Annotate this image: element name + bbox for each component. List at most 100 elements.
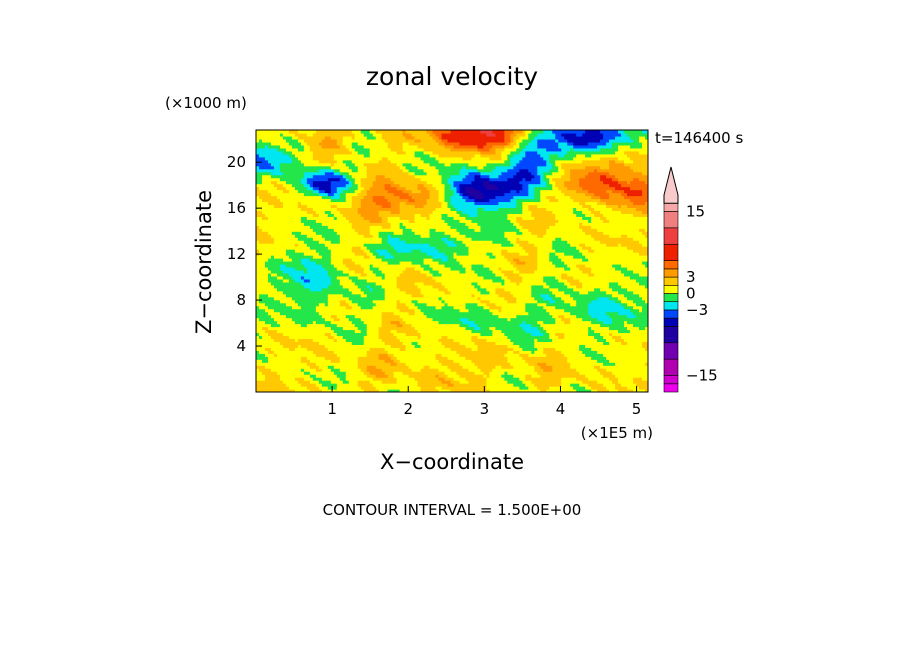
contour-cell: [351, 201, 362, 206]
contour-cell: [456, 237, 473, 241]
contour-cell: [414, 198, 428, 203]
contour-cell: [480, 326, 491, 331]
contour-cell: [486, 374, 490, 378]
contour-cell: [378, 335, 398, 340]
contour-cell: [318, 186, 332, 191]
contour-cell: [633, 269, 648, 274]
contour-cell: [303, 162, 332, 167]
contour-cell: [561, 272, 568, 277]
contour-cell: [588, 272, 595, 277]
contour-cell: [297, 344, 302, 348]
contour-cell: [273, 284, 305, 289]
contour-cell: [396, 323, 404, 328]
contour-cell: [348, 275, 359, 280]
contour-cell: [369, 263, 374, 268]
contour-cell: [450, 186, 458, 191]
contour-cell: [603, 231, 643, 235]
contour-cell: [585, 263, 613, 268]
contour-cell: [624, 159, 634, 164]
contour-cell: [477, 323, 520, 328]
contour-cell: [378, 332, 395, 337]
contour-cell: [588, 258, 648, 262]
contour-cell: [537, 258, 550, 262]
contour-cell: [420, 287, 440, 292]
contour-cell: [420, 177, 443, 182]
contour-cell: [579, 290, 589, 295]
contour-cell: [594, 249, 634, 253]
contour-cell: [399, 207, 437, 211]
contour-cell: [492, 368, 535, 372]
contour-cell: [363, 249, 371, 253]
contour-cell: [465, 326, 476, 331]
colorbar-swatch: [663, 326, 679, 344]
contour-cell: [330, 368, 341, 372]
contour-cell: [258, 350, 269, 354]
contour-cell: [291, 305, 302, 310]
contour-cell: [441, 132, 488, 137]
contour-interval-note: CONTOUR INTERVAL = 1.500E+00: [323, 501, 582, 519]
contour-cell: [396, 281, 416, 286]
contour-cell: [612, 371, 648, 375]
contour-cell: [291, 144, 305, 149]
contour-cell: [282, 183, 293, 188]
contour-cell: [390, 362, 398, 366]
contour-cell: [256, 368, 260, 372]
colorbar-swatch: [663, 342, 679, 360]
contour-cell: [390, 320, 401, 325]
contour-cell: [360, 317, 383, 322]
contour-cell: [480, 174, 491, 179]
contour-cell: [471, 219, 511, 223]
contour-cell: [510, 338, 535, 342]
contour-cell: [525, 261, 538, 265]
contour-cell: [345, 174, 353, 179]
contour-cell: [579, 266, 592, 271]
contour-cell: [270, 192, 305, 197]
contour-cell: [256, 332, 260, 337]
contour-cell: [501, 252, 520, 256]
contour-cell: [447, 201, 452, 206]
contour-cell: [528, 386, 538, 390]
contour-cell: [474, 201, 499, 206]
contour-cell: [531, 290, 553, 295]
contour-cell: [618, 147, 648, 152]
contour-cell: [351, 174, 368, 179]
contour-cell: [621, 183, 648, 188]
contour-cell: [552, 290, 565, 295]
contour-cell: [390, 225, 401, 229]
contour-cell: [342, 326, 359, 331]
contour-cell: [312, 338, 335, 342]
contour-cell: [603, 341, 610, 345]
contour-cell: [504, 130, 514, 134]
contour-cell: [495, 150, 502, 155]
contour-cell: [294, 243, 299, 247]
contour-cell: [267, 272, 272, 277]
contour-cell: [375, 130, 404, 134]
contour-cell: [498, 186, 523, 191]
contour-cell: [351, 222, 392, 226]
contour-cell: [366, 284, 371, 289]
contour-cell: [423, 311, 493, 316]
contour-cell: [504, 278, 511, 283]
contour-cell: [256, 207, 302, 211]
contour-cell: [534, 135, 556, 140]
contour-cell: [384, 341, 404, 345]
contour-cell: [399, 338, 440, 342]
contour-cell: [501, 329, 526, 334]
contour-cell: [405, 266, 416, 271]
contour-cell: [540, 192, 565, 197]
contour-cell: [312, 180, 332, 185]
contour-cell: [282, 135, 293, 140]
contour-cell: [477, 222, 514, 226]
contour-cell: [399, 237, 443, 241]
contour-cell: [336, 374, 347, 378]
contour-cell: [555, 132, 562, 137]
contour-cell: [354, 269, 365, 274]
contour-cell: [441, 299, 446, 304]
contour-cell: [618, 311, 634, 316]
contour-cell: [357, 359, 386, 363]
contour-cell: [282, 380, 299, 384]
contour-cell: [633, 380, 648, 384]
contour-cell: [453, 216, 467, 220]
colorbar-swatch: [663, 284, 679, 294]
colorbar-swatch: [663, 243, 679, 261]
